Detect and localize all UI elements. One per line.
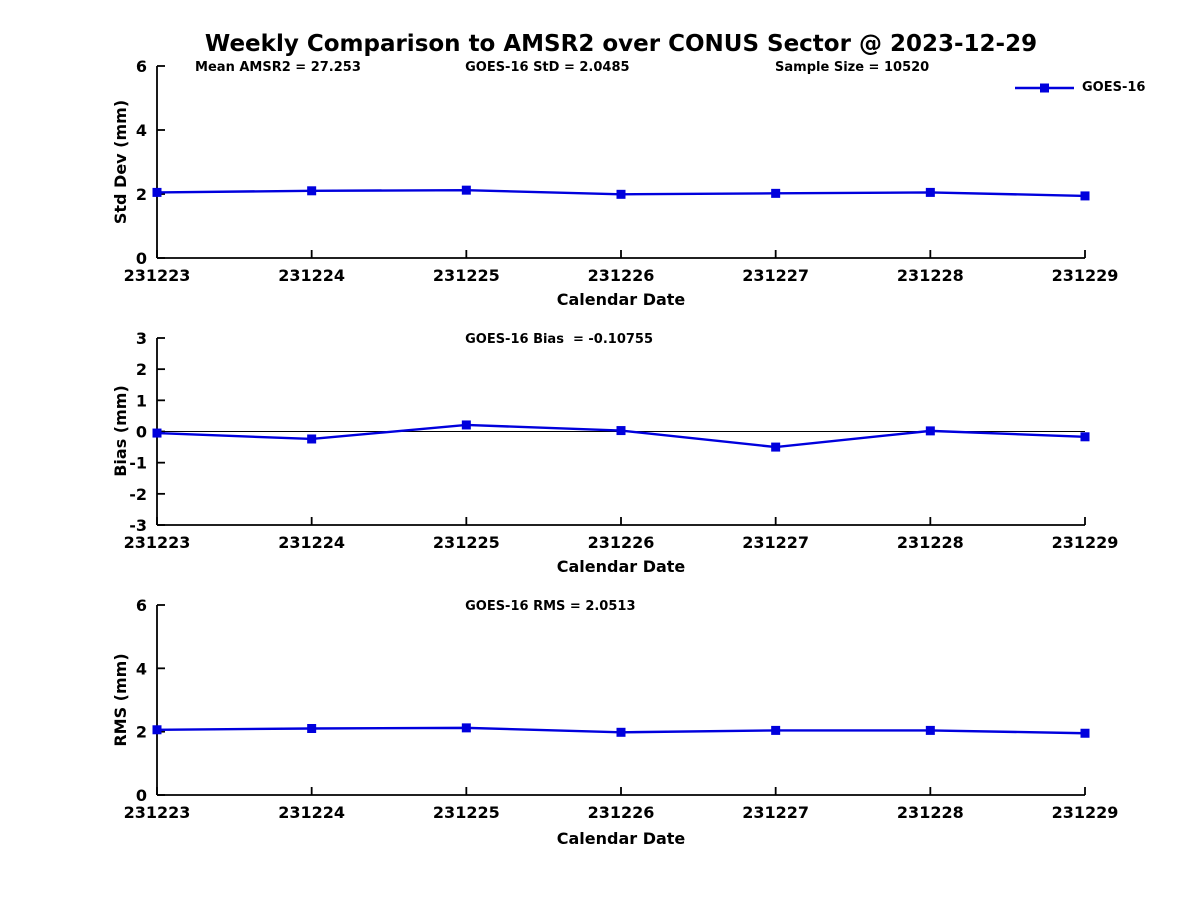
svg-text:2: 2 bbox=[136, 185, 147, 204]
svg-text:231224: 231224 bbox=[278, 266, 345, 285]
chart-2-plot: -3 -2 -1 0 1 2 3 231223 231224 231225 231226 231227… bbox=[124, 329, 1119, 552]
svg-text:1: 1 bbox=[136, 391, 147, 410]
svg-text:231227: 231227 bbox=[742, 803, 809, 822]
svg-text:231228: 231228 bbox=[897, 803, 964, 822]
annotation-mean-amsr2: Mean AMSR2 = 27.253 bbox=[195, 60, 361, 75]
svg-text:231226: 231226 bbox=[588, 266, 655, 285]
x-axis-label-chart-2: Calendar Date bbox=[556, 557, 686, 576]
svg-text:-1: -1 bbox=[129, 454, 147, 473]
svg-text:231229: 231229 bbox=[1052, 803, 1119, 822]
svg-text:3: 3 bbox=[136, 329, 147, 348]
svg-text:231227: 231227 bbox=[742, 266, 809, 285]
y-axis-label-std-dev: Std Dev (mm) bbox=[111, 99, 130, 225]
svg-text:6: 6 bbox=[136, 596, 147, 615]
annotation-goes16-bias: GOES-16 Bias = -0.10755 bbox=[465, 332, 654, 347]
svg-text:231223: 231223 bbox=[124, 533, 191, 552]
svg-text:2: 2 bbox=[136, 360, 147, 379]
svg-text:231227: 231227 bbox=[742, 533, 809, 552]
svg-text:231225: 231225 bbox=[433, 803, 500, 822]
x-axis-label-chart-1: Calendar Date bbox=[556, 290, 686, 309]
svg-text:4: 4 bbox=[136, 121, 147, 140]
svg-text:231228: 231228 bbox=[897, 533, 964, 552]
y-axis-label-rms: RMS (mm) bbox=[111, 653, 130, 747]
annotation-goes16-rms: GOES-16 RMS = 2.0513 bbox=[465, 599, 636, 614]
svg-text:231224: 231224 bbox=[278, 533, 345, 552]
x-axis-label-chart-3: Calendar Date bbox=[556, 829, 686, 848]
y-axis-label-bias: Bias (mm) bbox=[111, 385, 130, 477]
svg-text:6: 6 bbox=[136, 57, 147, 76]
annotation-goes16-std: GOES-16 StD = 2.0485 bbox=[465, 60, 630, 75]
svg-text:231225: 231225 bbox=[433, 266, 500, 285]
svg-text:-3: -3 bbox=[129, 516, 147, 535]
svg-text:231225: 231225 bbox=[433, 533, 500, 552]
svg-text:0: 0 bbox=[136, 786, 147, 805]
svg-text:231223: 231223 bbox=[124, 266, 191, 285]
svg-text:231224: 231224 bbox=[278, 803, 345, 822]
svg-text:231229: 231229 bbox=[1052, 266, 1119, 285]
svg-text:231226: 231226 bbox=[588, 803, 655, 822]
svg-text:231229: 231229 bbox=[1052, 533, 1119, 552]
chart-1-plot: 0 2 4 6 231223 231224 231225 231226 231227 231228… bbox=[124, 57, 1119, 285]
svg-text:2: 2 bbox=[136, 723, 147, 742]
svg-text:-2: -2 bbox=[129, 485, 147, 504]
svg-text:231223: 231223 bbox=[124, 803, 191, 822]
legend-label: GOES-16 bbox=[1082, 80, 1146, 95]
svg-text:231228: 231228 bbox=[897, 266, 964, 285]
figure-title: Weekly Comparison to AMSR2 over CONUS Se… bbox=[204, 31, 1038, 57]
legend-marker bbox=[1015, 83, 1074, 93]
annotation-sample-size: Sample Size = 10520 bbox=[775, 60, 930, 75]
svg-text:0: 0 bbox=[136, 249, 147, 268]
svg-text:231226: 231226 bbox=[588, 533, 655, 552]
chart-3-plot: 0 2 4 6 231223 231224 231225 231226 231227 231228… bbox=[124, 596, 1119, 822]
svg-text:0: 0 bbox=[136, 423, 147, 442]
svg-text:4: 4 bbox=[136, 659, 147, 678]
